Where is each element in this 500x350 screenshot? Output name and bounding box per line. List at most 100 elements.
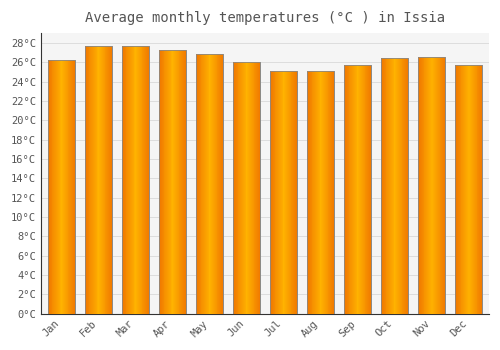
Bar: [363, 65, 364, 314]
Bar: [52, 60, 54, 314]
Bar: [470, 65, 471, 314]
Bar: [99, 46, 100, 314]
Bar: [92, 46, 93, 314]
Bar: [369, 65, 370, 314]
Bar: [103, 46, 104, 314]
Bar: [218, 54, 219, 314]
Bar: [455, 65, 482, 314]
Bar: [316, 71, 317, 314]
Bar: [214, 54, 216, 314]
Bar: [233, 62, 260, 314]
Bar: [183, 50, 184, 314]
Bar: [144, 46, 145, 314]
Bar: [256, 62, 257, 314]
Bar: [276, 71, 277, 314]
Bar: [364, 65, 366, 314]
Bar: [71, 60, 72, 314]
Bar: [235, 62, 236, 314]
Bar: [50, 60, 51, 314]
Bar: [286, 71, 287, 314]
Bar: [184, 50, 185, 314]
Bar: [129, 46, 130, 314]
Bar: [73, 60, 74, 314]
Bar: [122, 46, 148, 314]
Bar: [241, 62, 242, 314]
Bar: [323, 71, 324, 314]
Bar: [307, 71, 334, 314]
Bar: [128, 46, 129, 314]
Bar: [307, 71, 308, 314]
Bar: [48, 60, 74, 314]
Bar: [100, 46, 101, 314]
Bar: [455, 65, 456, 314]
Bar: [458, 65, 459, 314]
Bar: [159, 50, 160, 314]
Bar: [473, 65, 474, 314]
Bar: [354, 65, 355, 314]
Bar: [250, 62, 251, 314]
Bar: [480, 65, 481, 314]
Bar: [272, 71, 273, 314]
Bar: [233, 62, 260, 314]
Bar: [164, 50, 166, 314]
Bar: [464, 65, 465, 314]
Bar: [418, 57, 419, 314]
Bar: [98, 46, 99, 314]
Bar: [356, 65, 358, 314]
Bar: [160, 50, 161, 314]
Bar: [397, 58, 398, 314]
Bar: [467, 65, 468, 314]
Bar: [358, 65, 360, 314]
Bar: [355, 65, 356, 314]
Bar: [350, 65, 352, 314]
Bar: [48, 60, 74, 314]
Bar: [328, 71, 330, 314]
Bar: [384, 58, 386, 314]
Bar: [278, 71, 279, 314]
Bar: [166, 50, 167, 314]
Bar: [233, 62, 234, 314]
Bar: [220, 54, 221, 314]
Bar: [221, 54, 222, 314]
Bar: [258, 62, 259, 314]
Bar: [182, 50, 183, 314]
Bar: [57, 60, 58, 314]
Bar: [474, 65, 476, 314]
Bar: [176, 50, 177, 314]
Bar: [93, 46, 94, 314]
Bar: [234, 62, 235, 314]
Bar: [174, 50, 175, 314]
Bar: [107, 46, 108, 314]
Bar: [465, 65, 466, 314]
Bar: [288, 71, 289, 314]
Bar: [159, 50, 186, 314]
Bar: [436, 57, 437, 314]
Bar: [442, 57, 443, 314]
Bar: [138, 46, 139, 314]
Bar: [159, 50, 186, 314]
Bar: [180, 50, 182, 314]
Bar: [102, 46, 103, 314]
Bar: [388, 58, 389, 314]
Bar: [90, 46, 91, 314]
Bar: [462, 65, 463, 314]
Bar: [294, 71, 295, 314]
Bar: [111, 46, 112, 314]
Bar: [49, 60, 50, 314]
Bar: [106, 46, 107, 314]
Bar: [435, 57, 436, 314]
Bar: [254, 62, 256, 314]
Bar: [308, 71, 309, 314]
Bar: [322, 71, 323, 314]
Bar: [55, 60, 56, 314]
Bar: [130, 46, 131, 314]
Bar: [161, 50, 162, 314]
Bar: [68, 60, 70, 314]
Bar: [428, 57, 429, 314]
Bar: [344, 65, 371, 314]
Bar: [110, 46, 111, 314]
Bar: [198, 54, 200, 314]
Bar: [426, 57, 427, 314]
Bar: [315, 71, 316, 314]
Bar: [259, 62, 260, 314]
